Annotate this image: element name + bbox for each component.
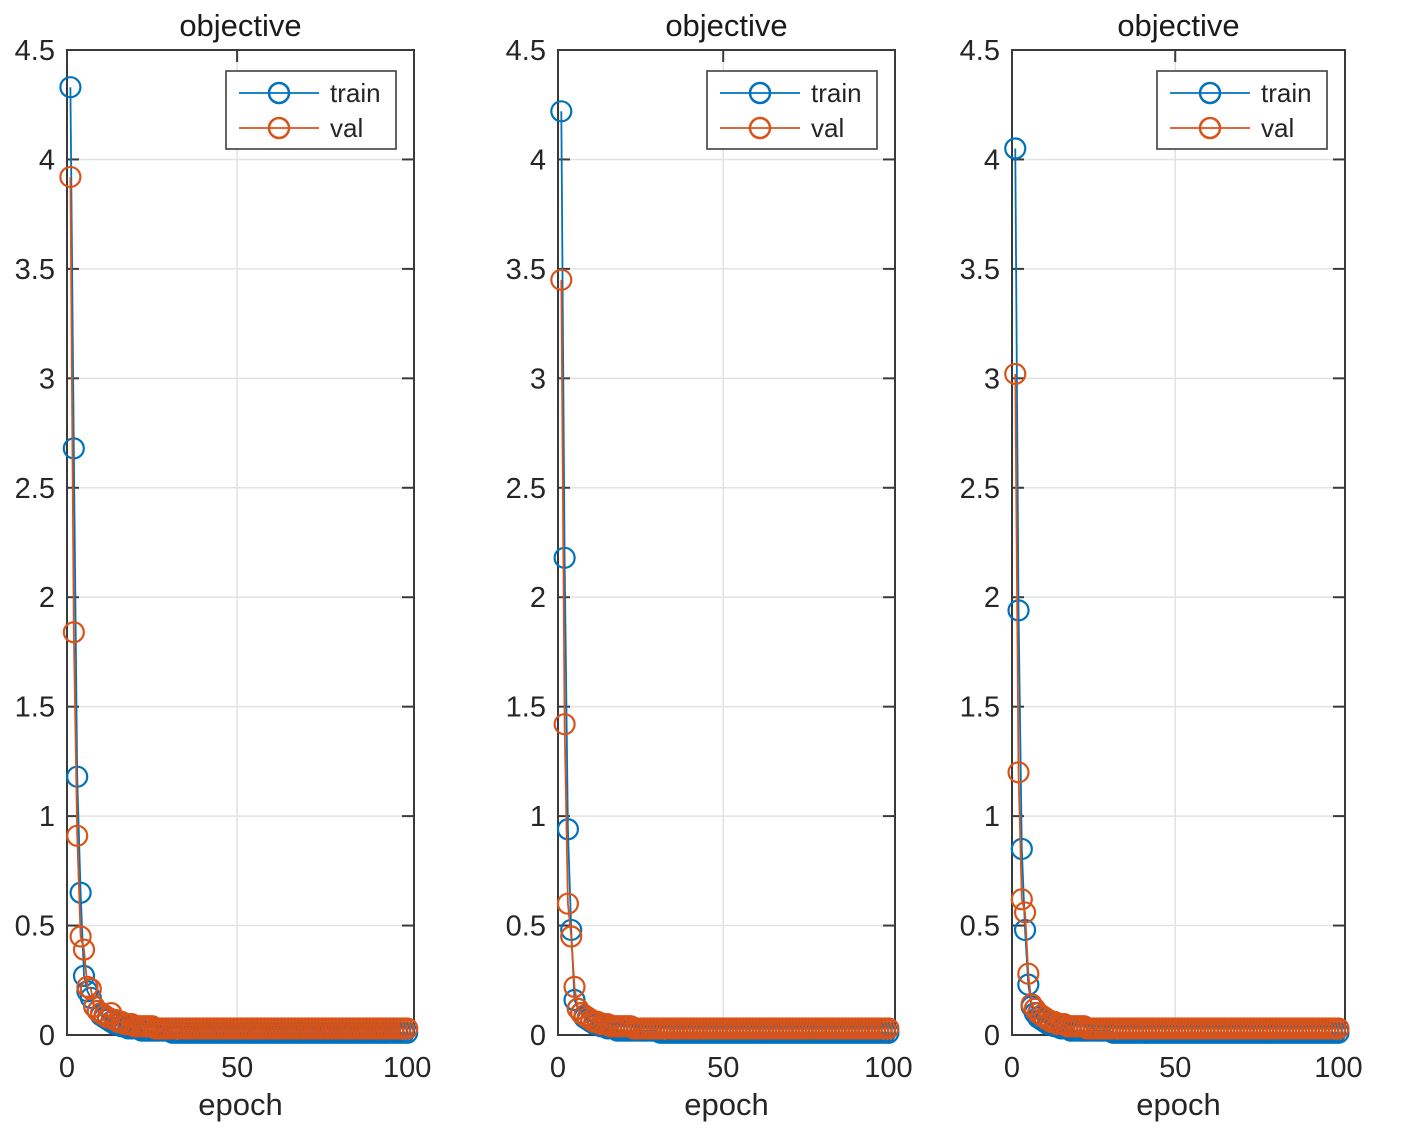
legend-box	[1156, 70, 1328, 150]
x-tick-label: 50	[707, 1052, 739, 1084]
legend-marker-val-icon	[748, 116, 772, 140]
y-tick-label: 0	[530, 1020, 546, 1052]
y-tick-label: 4.5	[506, 35, 546, 67]
x-tick-label: 0	[59, 1052, 75, 1084]
y-tick-label: 4	[530, 144, 546, 176]
chart-title: objective	[179, 8, 301, 43]
y-tick-label: 3.5	[15, 254, 55, 286]
legend-label-train: train	[1261, 78, 1312, 108]
subplot-1-objective: 0 0.5 1 1.5 2 2.5 3 3.5 4 4.5 0 50 100 epoch objective…	[15, 8, 432, 1122]
axis-ticks	[557, 49, 895, 1036]
axis-box	[1011, 49, 1346, 1036]
x-tick-label: 100	[864, 1052, 912, 1084]
series-val-line	[1014, 373, 1339, 1030]
x-tick-label: 100	[1314, 1052, 1362, 1084]
legend-marker-train-icon	[267, 81, 291, 105]
y-tick-label: 1	[984, 801, 1000, 833]
x-tick-label: 50	[1159, 1052, 1191, 1084]
y-tick-label: 4.5	[960, 35, 1000, 67]
legend-marker-val-icon	[1198, 116, 1222, 140]
legend: train val	[225, 70, 397, 150]
y-tick-label: 2	[39, 582, 55, 614]
y-tick-label: 2.5	[506, 473, 546, 505]
y-tick-label: 0.5	[15, 911, 55, 943]
x-axis-label: epoch	[1136, 1087, 1220, 1122]
y-tick-label: 2	[984, 582, 1000, 614]
x-axis-label: epoch	[684, 1087, 768, 1122]
x-tick-label: 0	[1004, 1052, 1020, 1084]
series-val-line	[69, 176, 408, 1030]
series-train-markers	[1004, 137, 1350, 1044]
series-val-markers	[550, 268, 900, 1040]
y-tick-label: 4	[984, 144, 1000, 176]
axis-ticks	[66, 49, 414, 1036]
legend-marker-train-icon	[1198, 81, 1222, 105]
series-train-line	[560, 111, 889, 1034]
legend-box	[706, 70, 878, 150]
chart-title: objective	[665, 8, 787, 43]
grid	[1012, 50, 1345, 1035]
x-tick-label: 50	[221, 1052, 253, 1084]
series-val-markers	[1004, 362, 1350, 1040]
subplot-3-objective: 0 0.5 1 1.5 2 2.5 3 3.5 4 4.5 0 50 100 epoch objective…	[960, 8, 1363, 1122]
series-train-markers	[59, 76, 419, 1044]
series-train-line	[69, 87, 408, 1034]
y-tick-label: 2.5	[960, 473, 1000, 505]
x-axis-label: epoch	[198, 1087, 282, 1122]
legend: train val	[706, 70, 878, 150]
legend-label-val: val	[330, 113, 363, 143]
grid	[67, 50, 414, 1035]
y-tick-label: 3	[984, 363, 1000, 395]
x-tick-label: 0	[550, 1052, 566, 1084]
x-tick-label: 100	[383, 1052, 431, 1084]
legend: train val	[1156, 70, 1328, 150]
y-tick-label: 4	[39, 144, 55, 176]
y-tick-label: 0	[984, 1020, 1000, 1052]
y-tick-label: 0	[39, 1020, 55, 1052]
chart-title: objective	[1117, 8, 1239, 43]
y-tick-label: 3	[39, 363, 55, 395]
y-tick-label: 1.5	[960, 692, 1000, 724]
y-tick-label: 3.5	[506, 254, 546, 286]
legend-marker-val-icon	[267, 116, 291, 140]
y-tick-label: 2.5	[15, 473, 55, 505]
y-tick-label: 0.5	[960, 911, 1000, 943]
series-train-markers	[550, 100, 900, 1044]
legend-label-val: val	[811, 113, 844, 143]
y-tick-label: 0.5	[506, 911, 546, 943]
axis-box	[66, 49, 415, 1036]
y-tick-label: 1.5	[15, 692, 55, 724]
legend-box	[225, 70, 397, 150]
axis-box	[557, 49, 896, 1036]
legend-marker-train-icon	[748, 81, 772, 105]
legend-label-train: train	[811, 78, 862, 108]
axis-ticks	[1011, 49, 1345, 1036]
legend-label-val: val	[1261, 113, 1294, 143]
series-train-line	[1014, 148, 1339, 1034]
y-tick-label: 4.5	[15, 35, 55, 67]
y-tick-label: 2	[530, 582, 546, 614]
y-tick-label: 3	[530, 363, 546, 395]
y-tick-label: 1.5	[506, 692, 546, 724]
series-val-markers	[59, 165, 419, 1040]
subplot-2-objective: 0 0.5 1 1.5 2 2.5 3 3.5 4 4.5 0 50 100 epoch objective…	[506, 8, 913, 1122]
legend-label-train: train	[330, 78, 381, 108]
y-tick-label: 1	[530, 801, 546, 833]
series-val-line	[560, 279, 889, 1030]
y-tick-label: 3.5	[960, 254, 1000, 286]
grid	[558, 50, 895, 1035]
y-tick-label: 1	[39, 801, 55, 833]
